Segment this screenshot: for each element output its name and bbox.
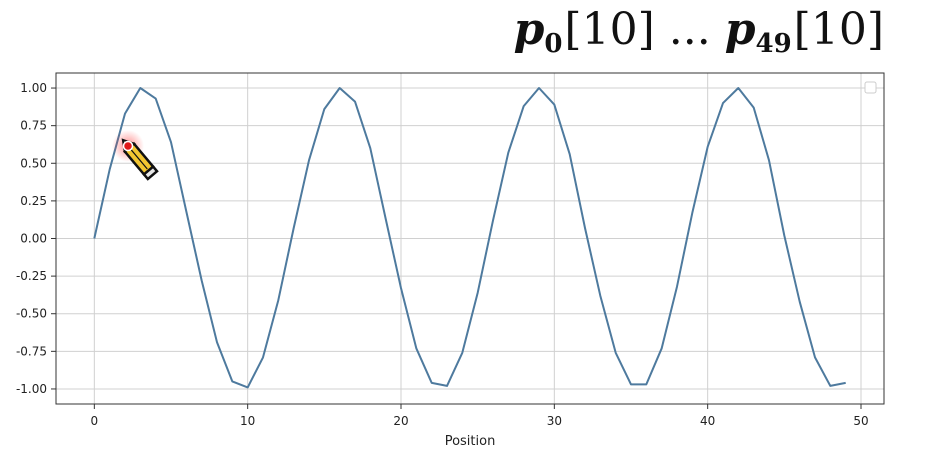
x-tick-label: 30 — [547, 414, 562, 428]
x-tick-label: 40 — [700, 414, 715, 428]
x-axis-label: Position — [445, 434, 496, 449]
y-tick-label: 0.00 — [20, 232, 47, 246]
x-tick-label: 20 — [393, 414, 408, 428]
y-tick-label: -1.00 — [16, 382, 47, 396]
title-subscript-49: 49 — [755, 29, 792, 59]
x-tick-label: 50 — [853, 414, 868, 428]
legend-box — [864, 81, 877, 94]
chart-title: p 0 [10] ... p 49 [10] — [514, 4, 884, 60]
y-tick-label: -0.75 — [16, 344, 47, 358]
title-subscript-0: 0 — [544, 29, 563, 59]
title-symbol-p49: p — [724, 4, 756, 55]
y-tick-label: -0.25 — [16, 269, 47, 283]
x-tick-label: 0 — [91, 414, 99, 428]
y-tick-label: 0.75 — [20, 119, 47, 133]
y-tick-label: 0.25 — [20, 194, 47, 208]
x-tick-label: 10 — [240, 414, 255, 428]
pencil-cursor-icon — [112, 130, 159, 181]
series-line — [93, 87, 846, 389]
title-ellipsis: ... — [668, 4, 711, 55]
y-tick-label: 0.50 — [20, 156, 47, 170]
title-index-a: [10] — [564, 4, 655, 55]
grid — [56, 73, 884, 404]
y-tick-label: -0.50 — [16, 307, 47, 321]
x-axis-ticks: 0 10 20 30 40 50 — [91, 404, 869, 428]
y-tick-label: 1.00 — [20, 81, 47, 95]
title-index-b: [10] — [793, 4, 884, 55]
title-symbol-p0: p — [513, 4, 545, 55]
y-axis-ticks: -1.00 -0.75 -0.50 -0.25 0.00 0.25 0.50 0.75 1.00 — [16, 81, 56, 396]
series-layer — [93, 87, 846, 389]
